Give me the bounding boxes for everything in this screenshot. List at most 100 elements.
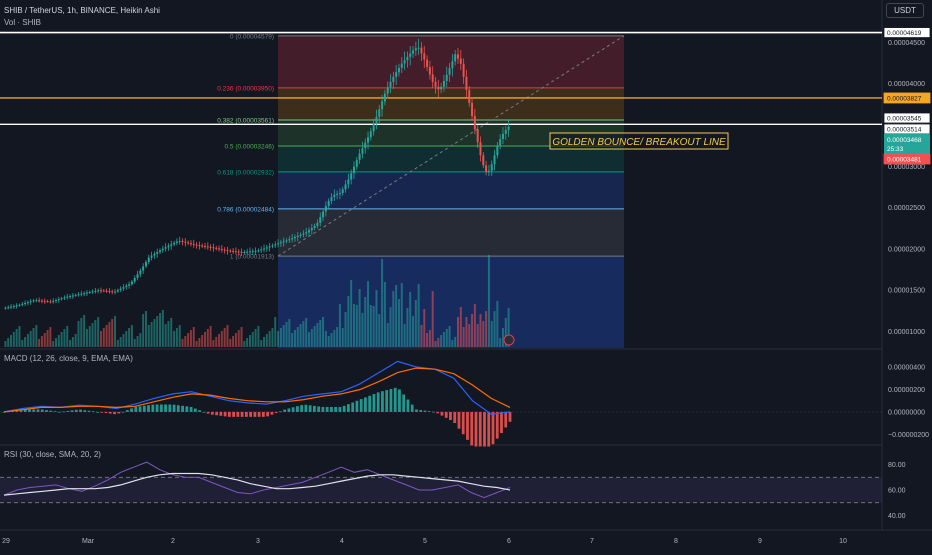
candle-body [347, 179, 350, 185]
macd-histogram-bar [232, 411, 236, 417]
volume-bar [462, 327, 465, 347]
volume-bar [91, 323, 94, 347]
candle-body [10, 306, 13, 308]
volume-bar [265, 334, 268, 347]
volume-bar [285, 322, 288, 347]
macd-histogram-bar [393, 387, 397, 412]
macd-histogram-bar [308, 405, 312, 412]
macd-histogram-bar [504, 411, 508, 428]
candle-body [40, 300, 43, 302]
macd-histogram-bar [483, 411, 486, 447]
macd-histogram-bar [104, 411, 108, 414]
volume-bar [431, 291, 434, 347]
volume-bar [35, 325, 38, 347]
candle-body [254, 250, 257, 252]
volume-bar [454, 337, 457, 347]
candle-body [133, 277, 136, 282]
time-tick-label: 8 [674, 538, 678, 545]
candle-body [71, 295, 74, 297]
volume-bar [496, 301, 499, 347]
fib-level-label: 0.5 (0.00003246) [224, 143, 274, 150]
candle-body [144, 261, 147, 267]
volume-bar [434, 341, 437, 347]
time-tick-label: 5 [423, 538, 427, 545]
candle-body [358, 153, 361, 161]
macd-histogram-bar [45, 410, 48, 412]
macd-histogram-bar [155, 404, 159, 412]
macd-histogram-bar [278, 411, 282, 413]
volume-bar [274, 317, 277, 347]
candle-body [212, 247, 215, 249]
macd-histogram-bar [87, 410, 91, 412]
volume-bar [268, 331, 271, 347]
candle-body [479, 142, 482, 156]
candle-body [218, 248, 221, 250]
macd-histogram-bar [249, 411, 253, 417]
candle-body [206, 246, 209, 248]
annotation-box [549, 132, 729, 150]
candle-body [451, 61, 454, 69]
macd-histogram-bar [185, 406, 189, 412]
volume-bar [499, 338, 502, 347]
volume-bar [153, 319, 156, 347]
candle-body [277, 243, 280, 245]
candle-body [102, 290, 105, 292]
macd-histogram-bar [2, 411, 6, 413]
macd-histogram-bar [313, 405, 316, 412]
volume-bar [192, 327, 195, 347]
last-price-text: 0.00003468 [887, 137, 922, 144]
macd-histogram-bar [130, 408, 133, 412]
volume-legend[interactable]: Vol · SHIB [4, 18, 41, 27]
candle-body [260, 249, 263, 251]
volume-bar [12, 332, 15, 347]
macd-histogram-bar [83, 410, 87, 412]
candle-body [350, 173, 353, 180]
candle-body [501, 133, 504, 140]
fib-zone [278, 35, 624, 88]
volume-bar [305, 318, 308, 347]
candle-body [344, 184, 347, 190]
macd-histogram-bar [125, 410, 129, 412]
candle-body [29, 301, 32, 303]
candle-body [237, 251, 240, 253]
rsi-legend[interactable]: RSI (30, close, SMA, 20, 2) [4, 450, 101, 459]
candle-body [91, 291, 94, 293]
volume-bar [395, 285, 398, 347]
macd-legend[interactable]: MACD (12, 26, close, 9, EMA, EMA) [4, 354, 133, 363]
candle-body [338, 192, 341, 194]
macd-tick-label: −0.00000200 [888, 432, 929, 439]
macd-tick-label: 0.00000400 [888, 364, 925, 371]
currency-button[interactable]: USDT [886, 3, 924, 18]
macd-histogram-bar [270, 411, 274, 415]
volume-bar [468, 324, 471, 347]
macd-histogram-bar [117, 411, 121, 414]
candle-body [175, 241, 178, 243]
candle-body [375, 116, 378, 125]
fib-zone [278, 171, 624, 209]
fib-zone [278, 208, 624, 257]
macd-histogram-bar [342, 405, 346, 412]
candle-body [189, 243, 192, 245]
candle-body [195, 244, 198, 246]
volume-bar [122, 334, 125, 347]
candle-body [88, 291, 91, 293]
candle-body [181, 240, 184, 242]
volume-bar [206, 329, 209, 347]
volume-bar [156, 316, 159, 347]
candle-body [457, 54, 459, 59]
volume-bar [330, 333, 333, 347]
volume-bar [88, 326, 91, 347]
macd-histogram-bar [206, 411, 210, 414]
volume-bar [347, 296, 350, 347]
macd-histogram-bar [164, 404, 167, 412]
volume-bar [125, 331, 128, 347]
candle-body [434, 81, 437, 87]
volume-bar [476, 324, 479, 347]
candle-body [69, 296, 72, 298]
symbol-title[interactable]: SHIB / TetherUS, 1h, BINANCE, Heikin Ash… [4, 6, 160, 15]
volume-bar [263, 337, 266, 347]
fib-level-label: 0.236 (0.00003950) [217, 85, 274, 92]
macd-histogram-bar [478, 411, 482, 447]
